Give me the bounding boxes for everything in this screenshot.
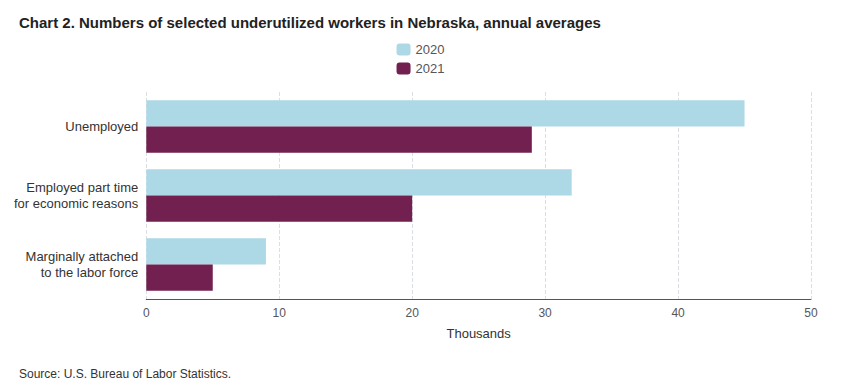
svg-text:Employed part time: Employed part time [26, 180, 138, 195]
svg-text:Source: U.S. Bureau of Labor S: Source: U.S. Bureau of Labor Statistics. [19, 367, 231, 381]
svg-text:10: 10 [273, 306, 287, 320]
svg-text:for economic reasons: for economic reasons [14, 196, 139, 211]
svg-text:50: 50 [804, 306, 818, 320]
svg-text:Chart 2. Numbers of selected u: Chart 2. Numbers of selected underutiliz… [19, 14, 601, 31]
svg-text:Unemployed: Unemployed [65, 119, 138, 134]
svg-text:20: 20 [405, 306, 419, 320]
svg-text:40: 40 [671, 306, 685, 320]
svg-text:Marginally attached: Marginally attached [26, 249, 139, 264]
svg-text:2021: 2021 [416, 61, 445, 76]
svg-text:2020: 2020 [416, 42, 445, 57]
svg-text:Thousands: Thousands [446, 326, 511, 341]
svg-text:0: 0 [143, 306, 150, 320]
svg-text:30: 30 [538, 306, 552, 320]
svg-text:to the labor force: to the labor force [41, 265, 139, 280]
